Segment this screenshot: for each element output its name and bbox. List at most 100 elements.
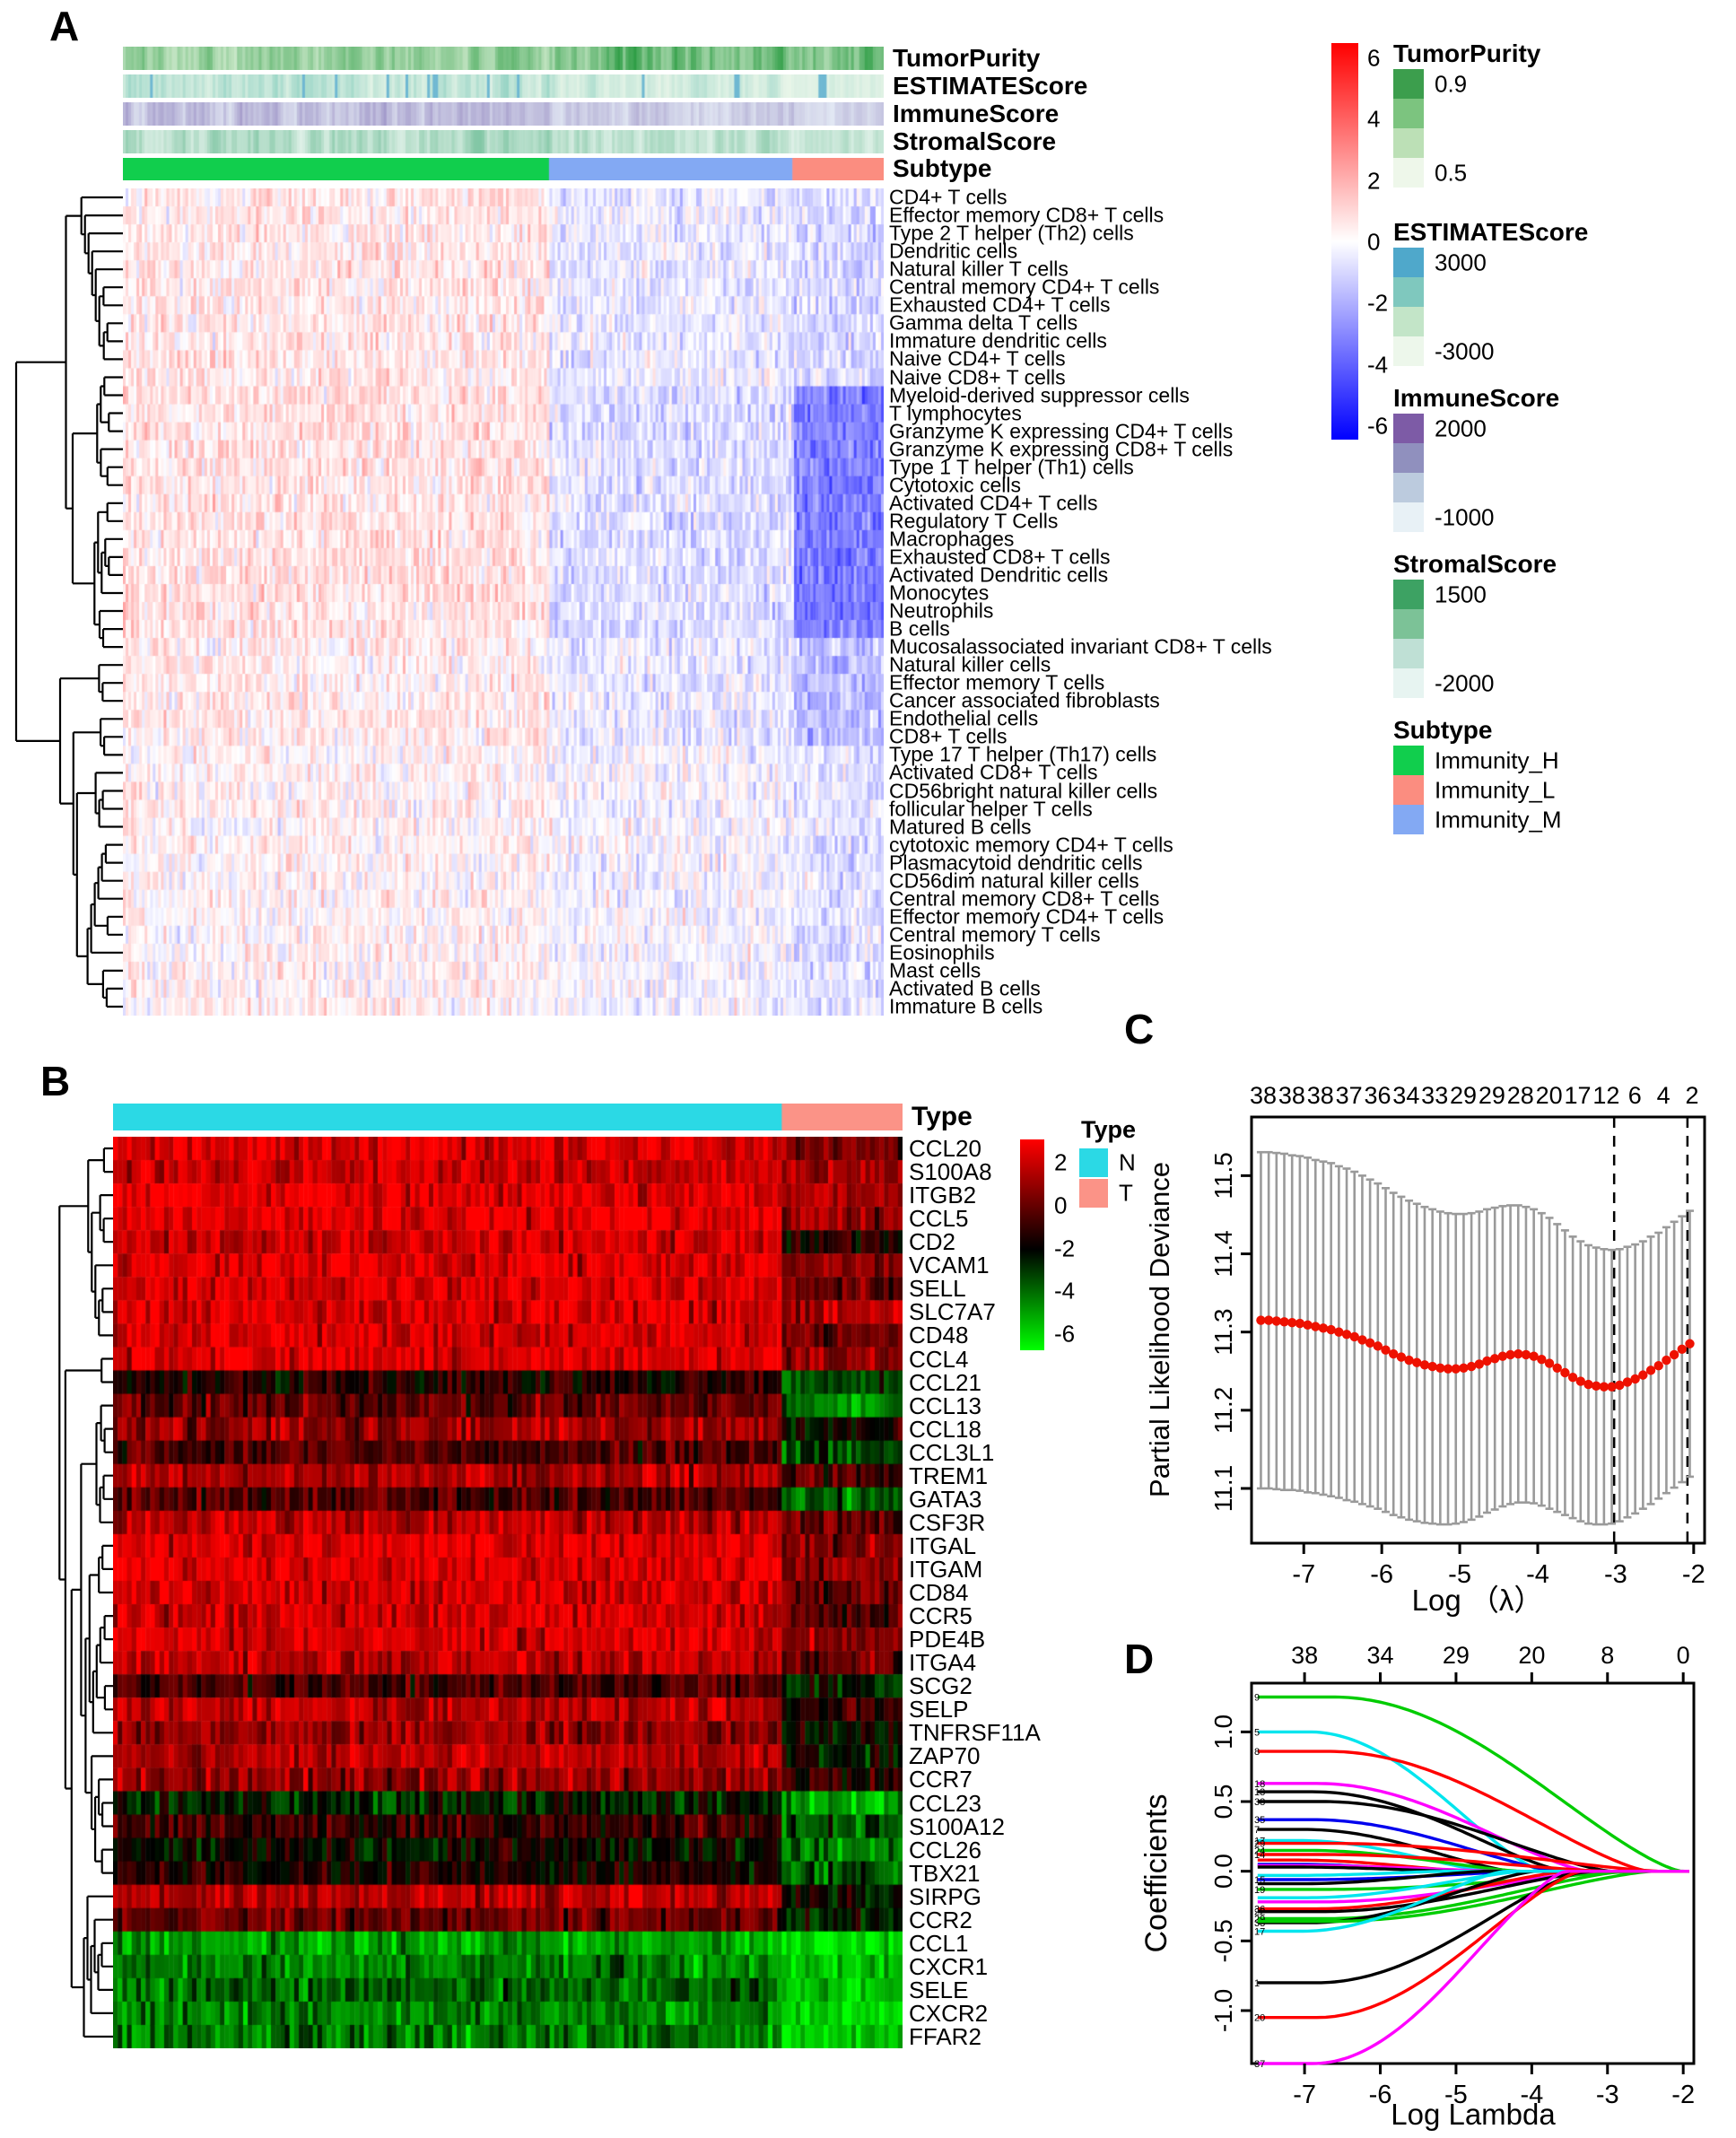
cell-type-row-label: Effector memory T cells — [889, 670, 1105, 694]
legend-value: Immunity_L — [1435, 776, 1556, 803]
d-top-axis-label: 20 — [1518, 1642, 1545, 1669]
cell-type-row-label: Exhausted CD4+ T cells — [889, 292, 1111, 317]
d-x-axis-title: Log Lambda — [1391, 2098, 1556, 2131]
colorbar-b-tick: -2 — [1054, 1235, 1076, 1262]
deviance-dot — [1638, 1370, 1648, 1380]
cell-type-row-label: Eosinophils — [889, 940, 995, 964]
c-x-tick-label: -7 — [1292, 1560, 1315, 1589]
gene-row-label: CD2 — [909, 1228, 956, 1256]
coefficient-path-index: 7 — [1254, 1825, 1260, 1836]
coefficient-path — [1257, 1841, 1689, 1873]
cell-type-row-label: CD56dim natural killer cells — [889, 868, 1139, 893]
cell-type-row-label: Neutrophils — [889, 598, 994, 623]
deviance-dot — [1622, 1377, 1633, 1387]
deviance-dot — [1615, 1380, 1625, 1391]
c-y-tick-label: 11.4 — [1209, 1230, 1237, 1277]
deviance-dot — [1575, 1376, 1585, 1386]
coefficient-path-index: 35 — [1254, 1815, 1265, 1826]
coefficient-path-index: 29 — [1254, 1839, 1265, 1850]
legend-title: TumorPurity — [1393, 39, 1541, 67]
panel-b-letter: B — [40, 1058, 71, 1104]
gene-row-label: TREM1 — [909, 1462, 989, 1489]
deviance-dot — [1311, 1322, 1321, 1331]
gene-row-label: CXCR1 — [909, 1952, 989, 1980]
deviance-dot — [1373, 1341, 1383, 1351]
d-y-axis-title: Coefficients — [1139, 1793, 1173, 1952]
gene-row-label: PDE4B — [909, 1626, 986, 1654]
coefficient-path-index: 38 — [1254, 1797, 1265, 1808]
gene-row-label: SIRPG — [909, 1882, 981, 1910]
tumorpurity-strip-label: TumorPurity — [893, 44, 1041, 72]
colorbar-a-tick: 0 — [1367, 228, 1381, 256]
gene-row-label: VCAM1 — [909, 1252, 990, 1279]
cell-type-row-label: Activated Dendritic cells — [889, 563, 1109, 587]
deviance-dot — [1544, 1358, 1555, 1368]
c-top-axis-label: 4 — [1657, 1082, 1671, 1109]
gene-row-label: CCL21 — [909, 1368, 981, 1396]
coefficient-path — [1257, 1695, 1689, 1873]
deviance-dot — [1341, 1330, 1352, 1340]
legend-swatch — [1393, 746, 1424, 775]
legend-swatch — [1393, 277, 1424, 307]
d-top-axis-label: 8 — [1601, 1642, 1614, 1669]
deviance-dot — [1645, 1366, 1656, 1375]
gene-row-label: CCR5 — [909, 1602, 973, 1630]
c-top-axis-label: 34 — [1392, 1082, 1419, 1109]
legend-value: 3000 — [1435, 249, 1487, 275]
deviance-dot — [1685, 1339, 1695, 1348]
stromalscore-strip-label: StromalScore — [893, 127, 1057, 155]
legend-swatch — [1393, 128, 1424, 158]
deviance-dot — [1419, 1360, 1430, 1370]
colorbar-b-tick: -4 — [1054, 1277, 1076, 1305]
cell-type-row-label: Cytotoxic cells — [889, 473, 1021, 497]
c-top-axis-label: 6 — [1628, 1082, 1642, 1109]
deviance-dot — [1653, 1360, 1663, 1371]
deviance-dot — [1505, 1349, 1515, 1360]
cell-type-row-label: Central memory CD8+ T cells — [889, 886, 1160, 911]
legend-swatch — [1393, 414, 1424, 443]
coefficient-path-index: 9 — [1254, 1693, 1260, 1704]
d-top-axis-label: 0 — [1677, 1642, 1690, 1669]
gene-row-label: ITGAL — [909, 1532, 977, 1559]
gene-row-label: CCR2 — [909, 1906, 973, 1933]
deviance-dot — [1287, 1318, 1297, 1328]
legend-value: -3000 — [1435, 337, 1495, 364]
c-top-axis-label: 33 — [1421, 1082, 1448, 1109]
deviance-dot — [1521, 1349, 1531, 1360]
d-x-tick-label: -7 — [1293, 2081, 1316, 2109]
gene-row-label: CD84 — [909, 1579, 969, 1606]
legend-value: Immunity_M — [1435, 806, 1562, 833]
deviance-dot — [1435, 1363, 1445, 1373]
coefficient-path-index: 18 — [1254, 1779, 1265, 1790]
panel-b-row-dendrogram — [58, 1147, 113, 2038]
deviance-dot — [1607, 1382, 1617, 1392]
subtype-strip-label: Subtype — [893, 154, 992, 182]
coefficient-path-index: 14 — [1254, 1850, 1265, 1861]
d-y-tick-label: -0.5 — [1209, 1919, 1237, 1962]
coefficient-path-index: 37 — [1254, 2059, 1265, 2070]
legend-title: Subtype — [1393, 716, 1493, 744]
cell-type-row-label: Gamma delta T cells — [889, 310, 1078, 335]
gene-row-label: CCR7 — [909, 1766, 973, 1793]
cell-type-row-label: Granzyme K expressing CD8+ T cells — [889, 437, 1234, 461]
cell-type-row-label: Macrophages — [889, 527, 1015, 551]
cell-type-row-label: CD4+ T cells — [889, 185, 1008, 209]
c-x-tick-label: -4 — [1526, 1560, 1549, 1589]
gene-expression-heatmap — [113, 1137, 903, 2048]
legend-swatch — [1393, 307, 1424, 336]
heatmap-a-colorbar — [1331, 43, 1358, 440]
deviance-dot — [1279, 1317, 1289, 1327]
legend-swatch — [1393, 69, 1424, 99]
legend-value: -2000 — [1435, 669, 1495, 696]
stromalscore-annotation-strip — [123, 130, 884, 153]
d-top-axis-label: 34 — [1366, 1642, 1393, 1669]
c-top-axis-label: 38 — [1278, 1082, 1305, 1109]
type-legend-title: Type — [1081, 1116, 1137, 1143]
deviance-dot — [1263, 1315, 1274, 1325]
deviance-dot — [1560, 1367, 1570, 1378]
colorbar-b-tick: -6 — [1054, 1320, 1076, 1348]
panel-d-plot-box — [1250, 1681, 1696, 2065]
panel-a-row-dendrogram — [14, 196, 123, 1008]
coefficient-path — [1257, 1869, 1689, 2065]
